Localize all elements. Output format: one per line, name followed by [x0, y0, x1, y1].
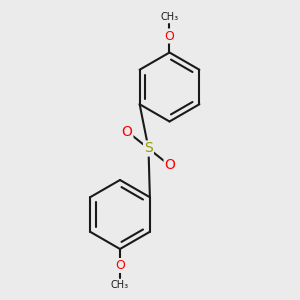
Text: CH₃: CH₃ [160, 11, 178, 22]
Text: O: O [165, 158, 176, 172]
Text: S: S [144, 142, 153, 155]
Text: O: O [122, 125, 132, 139]
Text: O: O [165, 29, 174, 43]
Text: CH₃: CH₃ [111, 280, 129, 290]
Text: O: O [115, 259, 125, 272]
